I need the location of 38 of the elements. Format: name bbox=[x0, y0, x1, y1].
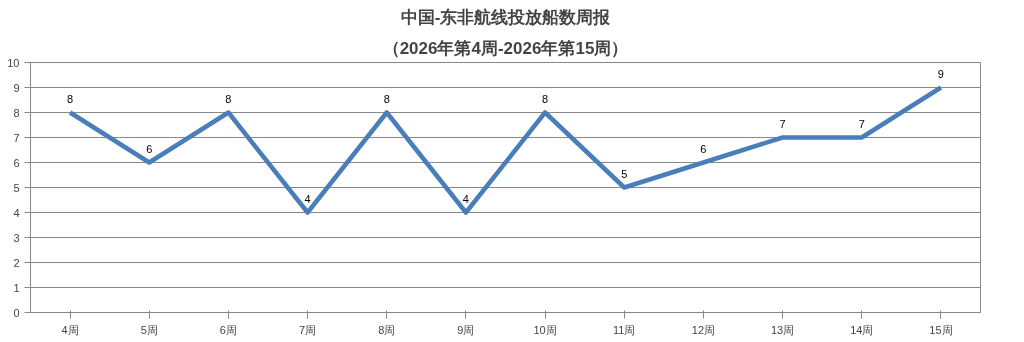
data-label: 8 bbox=[225, 92, 232, 105]
x-tick-label: 13周 bbox=[770, 323, 795, 336]
data-label: 7 bbox=[858, 117, 865, 130]
x-tick-label: 7周 bbox=[299, 323, 317, 336]
y-tick-label: 7 bbox=[13, 131, 20, 144]
x-tick-label: 15周 bbox=[929, 323, 953, 336]
data-label: 6 bbox=[146, 142, 153, 155]
y-tick-label: 9 bbox=[13, 81, 20, 94]
line-series bbox=[67, 85, 944, 215]
y-tick-label: 5 bbox=[13, 181, 20, 194]
y-tick-label: 0 bbox=[13, 306, 20, 319]
x-tick-label: 6周 bbox=[219, 323, 237, 336]
data-label: 5 bbox=[621, 167, 628, 180]
y-tick-label: 10 bbox=[7, 56, 20, 69]
x-tick-label: 11周 bbox=[613, 323, 636, 336]
y-tick-label: 2 bbox=[13, 256, 20, 269]
data-label: 7 bbox=[779, 117, 786, 130]
x-tick-label: 5周 bbox=[140, 323, 158, 336]
y-tick-label: 3 bbox=[13, 231, 20, 244]
x-tick-label: 14周 bbox=[850, 323, 874, 336]
y-tick-label: 4 bbox=[13, 206, 20, 219]
chart-subtitle: （2026年第4周-2026年第15周） bbox=[382, 38, 629, 58]
data-label: 4 bbox=[304, 192, 311, 205]
data-label: 8 bbox=[67, 92, 74, 105]
y-tick-label: 8 bbox=[13, 106, 20, 119]
data-label: 8 bbox=[383, 92, 390, 105]
y-tick-label: 1 bbox=[13, 281, 20, 294]
x-tick-label: 8周 bbox=[378, 323, 396, 336]
x-tick-label: 4周 bbox=[61, 323, 79, 336]
data-label: 9 bbox=[937, 67, 944, 80]
x-tick-label: 9周 bbox=[457, 323, 475, 336]
y-tick-label: 6 bbox=[13, 156, 20, 169]
data-label: 4 bbox=[462, 192, 469, 205]
data-label: 8 bbox=[542, 92, 549, 105]
x-tick-label: 12周 bbox=[691, 323, 716, 336]
data-label: 6 bbox=[700, 142, 707, 155]
x-tick-label: 10周 bbox=[533, 323, 557, 336]
chart-title: 中国-东非航线投放船数周报 bbox=[400, 7, 612, 27]
